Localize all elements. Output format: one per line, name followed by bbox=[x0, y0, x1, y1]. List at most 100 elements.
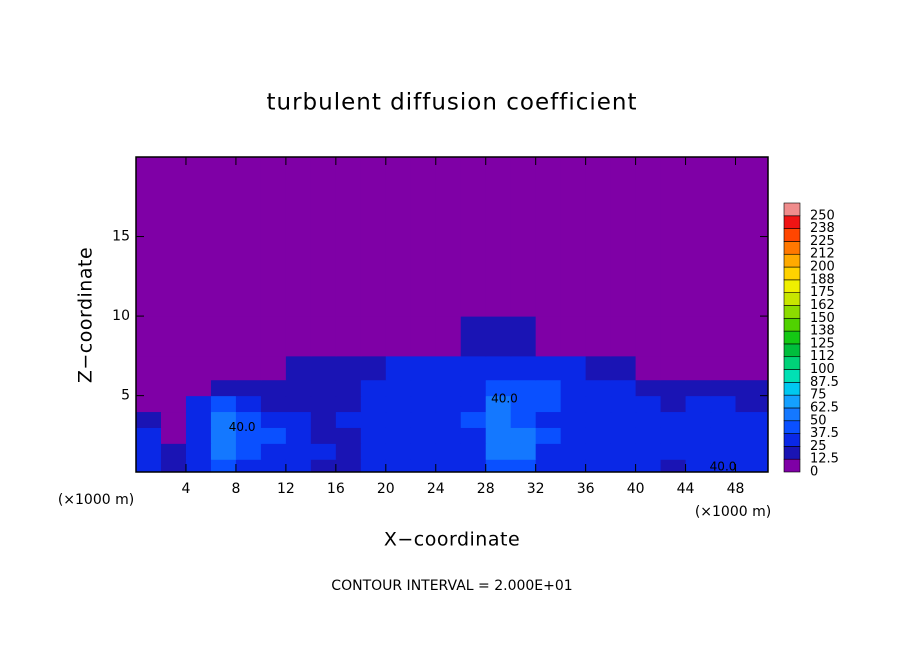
cell bbox=[735, 395, 769, 413]
colorbar-swatch bbox=[783, 305, 801, 319]
cell bbox=[410, 443, 437, 460]
colorbar-label: 87.5 bbox=[810, 375, 839, 390]
cell bbox=[360, 379, 387, 397]
cell bbox=[660, 379, 687, 397]
cell bbox=[460, 427, 487, 444]
cell bbox=[635, 157, 662, 317]
cell bbox=[560, 355, 587, 381]
cell bbox=[285, 395, 312, 413]
y-tick-label: 10 bbox=[112, 308, 130, 324]
cell bbox=[285, 379, 312, 397]
cell bbox=[310, 316, 337, 357]
cell bbox=[210, 157, 237, 317]
cell bbox=[136, 459, 162, 473]
cell bbox=[210, 427, 237, 444]
colorbar-swatch bbox=[783, 420, 801, 434]
cell bbox=[260, 443, 287, 460]
cell bbox=[310, 379, 337, 397]
cell bbox=[510, 316, 537, 357]
cell bbox=[660, 443, 687, 460]
cell bbox=[335, 379, 362, 397]
cell bbox=[410, 157, 437, 317]
cell bbox=[385, 395, 412, 413]
cell bbox=[235, 459, 262, 473]
colorbar-swatch bbox=[783, 382, 801, 396]
cell bbox=[585, 443, 612, 460]
colorbar-label: 162 bbox=[810, 298, 835, 313]
cell bbox=[435, 459, 462, 473]
colorbar-label: 200 bbox=[810, 260, 835, 275]
cell bbox=[136, 411, 162, 428]
cell bbox=[385, 316, 412, 357]
cell bbox=[710, 316, 737, 357]
cell bbox=[136, 355, 162, 381]
cell bbox=[160, 459, 187, 473]
colorbar-swatch bbox=[783, 330, 801, 345]
cell bbox=[235, 411, 262, 428]
cell bbox=[310, 157, 337, 317]
cell bbox=[435, 443, 462, 460]
cell bbox=[510, 379, 537, 397]
cell bbox=[360, 157, 387, 317]
cell bbox=[136, 395, 162, 413]
chart-title: turbulent diffusion coefficient bbox=[266, 90, 637, 116]
cell bbox=[285, 443, 312, 460]
cell bbox=[635, 379, 662, 397]
cell bbox=[385, 157, 412, 317]
cell bbox=[360, 427, 387, 444]
cell bbox=[685, 157, 712, 317]
cell bbox=[710, 395, 737, 413]
cell bbox=[335, 459, 362, 473]
cell bbox=[160, 443, 187, 460]
cell bbox=[360, 316, 387, 357]
cell bbox=[535, 427, 562, 444]
contour-label: 40.0 bbox=[710, 460, 737, 474]
colorbar-label: 150 bbox=[810, 311, 835, 326]
x-tick-label: 44 bbox=[677, 481, 695, 497]
cell bbox=[335, 427, 362, 444]
cell bbox=[610, 395, 637, 413]
cell bbox=[510, 395, 537, 413]
cell bbox=[635, 427, 662, 444]
cell bbox=[360, 459, 387, 473]
cell bbox=[460, 411, 487, 428]
cell bbox=[560, 411, 587, 428]
cell bbox=[185, 379, 212, 397]
cell bbox=[260, 459, 287, 473]
cell bbox=[660, 427, 687, 444]
cell bbox=[160, 157, 187, 317]
colorbar-label: 62.5 bbox=[810, 400, 839, 415]
colorbar-swatch bbox=[783, 266, 801, 281]
cell bbox=[585, 355, 612, 381]
cell bbox=[235, 395, 262, 413]
cell bbox=[585, 459, 612, 473]
cell bbox=[710, 459, 737, 473]
x-tick-label: 20 bbox=[377, 481, 395, 497]
x-tick-label: 36 bbox=[577, 481, 595, 497]
cell bbox=[485, 355, 512, 381]
cell bbox=[260, 157, 287, 317]
cell bbox=[460, 316, 487, 357]
cell bbox=[735, 379, 769, 397]
plot-frame bbox=[135, 156, 769, 473]
y-tick-label: 15 bbox=[112, 229, 130, 245]
cell bbox=[635, 459, 662, 473]
colorbar-swatch bbox=[783, 356, 801, 370]
cell bbox=[610, 443, 637, 460]
x-tick-label: 8 bbox=[231, 481, 240, 497]
cell bbox=[510, 355, 537, 381]
cell bbox=[385, 443, 412, 460]
y-tick-label: 5 bbox=[121, 388, 130, 404]
cell bbox=[635, 355, 662, 381]
cell bbox=[710, 379, 737, 397]
cell bbox=[235, 316, 262, 357]
cell bbox=[660, 411, 687, 428]
cell bbox=[335, 355, 362, 381]
cell bbox=[160, 427, 187, 444]
cell bbox=[660, 157, 687, 317]
cell bbox=[385, 355, 412, 381]
colorbar-swatch bbox=[783, 433, 801, 447]
colorbar-swatch bbox=[783, 279, 801, 293]
cell bbox=[510, 411, 537, 428]
